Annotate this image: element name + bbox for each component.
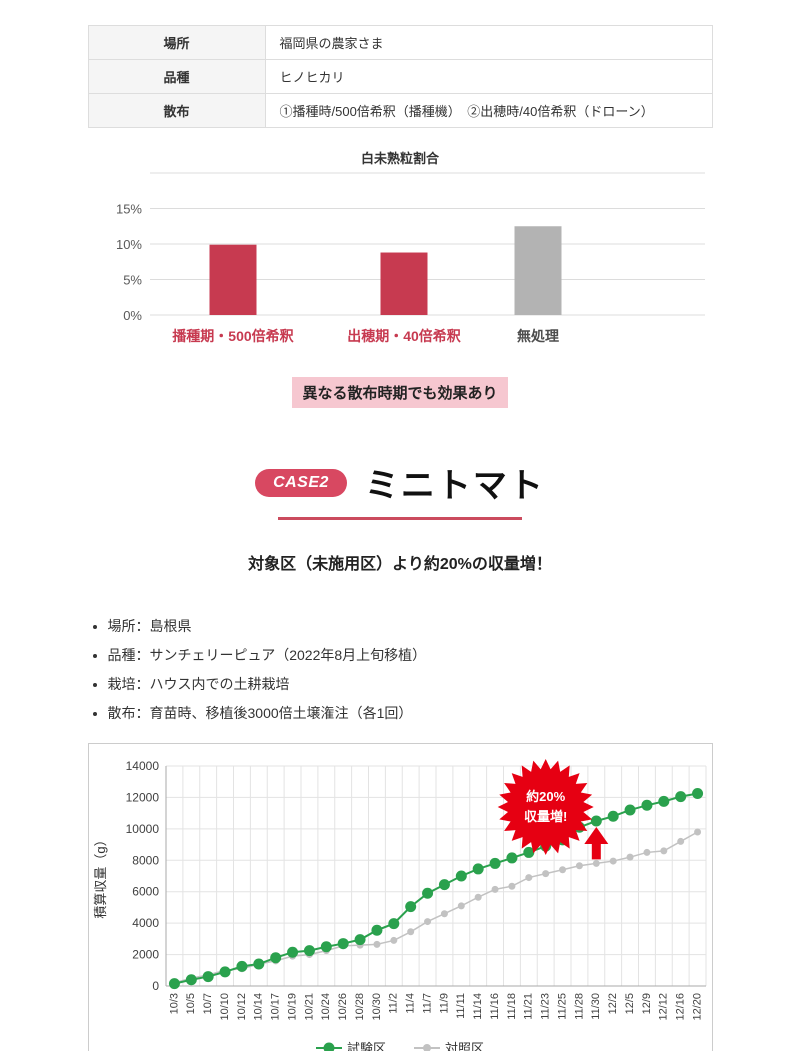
- svg-text:12/20: 12/20: [691, 993, 703, 1021]
- case2-title: ミニトマト: [364, 467, 545, 505]
- legend-label-control: 対照区: [445, 1041, 485, 1051]
- bar-chart-title: 白未熟粒割合: [360, 151, 439, 166]
- svg-text:12/2: 12/2: [607, 993, 619, 1014]
- svg-text:12000: 12000: [125, 790, 159, 804]
- table-row: 散布 ①播種時/500倍希釈（播種機） ②出穂時/40倍希釈（ドローン）: [87, 93, 713, 128]
- svg-text:11/23: 11/23: [539, 993, 551, 1020]
- line-chart: 0 2000 4000 6000 8000 10000 12000 14000 10/3 10/5…: [93, 759, 706, 1021]
- highlight-row: 異なる散布時期でも効果あり: [88, 377, 713, 408]
- svg-text:11/9: 11/9: [438, 993, 450, 1014]
- content-column: 場所 福岡県の農家さま 品種 ヒノヒカリ 散布 ①播種時/500倍希釈（播種機）…: [87, 0, 713, 1051]
- table-row: 場所 福岡県の農家さま: [87, 25, 713, 60]
- svg-text:5%: 5%: [123, 273, 142, 288]
- svg-text:10/12: 10/12: [235, 993, 247, 1021]
- row-label-location: 場所: [87, 25, 266, 60]
- bar-2: [514, 226, 561, 315]
- svg-text:10/17: 10/17: [269, 993, 281, 1021]
- legend-item-test: 試験区: [315, 1038, 386, 1051]
- svg-text:6000: 6000: [132, 885, 159, 899]
- legend-marker-green-icon: [315, 1042, 342, 1051]
- svg-text:10/7: 10/7: [202, 993, 214, 1014]
- svg-text:11/16: 11/16: [488, 993, 500, 1020]
- legend-label-test: 試験区: [346, 1041, 386, 1051]
- svg-text:2000: 2000: [132, 948, 159, 962]
- case2-heading: CASE2 ミニトマト: [88, 458, 713, 507]
- svg-text:8000: 8000: [132, 853, 159, 867]
- list-item: 栽培：ハウス内での土耕栽培: [108, 674, 713, 694]
- svg-text:10/26: 10/26: [337, 993, 349, 1021]
- highlight-note: 異なる散布時期でも効果あり: [292, 377, 508, 408]
- svg-text:11/25: 11/25: [556, 993, 568, 1020]
- svg-text:10/14: 10/14: [252, 993, 264, 1021]
- case1-info-table: 場所 福岡県の農家さま 品種 ヒノヒカリ 散布 ①播種時/500倍希釈（播種機）…: [87, 25, 713, 128]
- svg-text:15%: 15%: [115, 202, 141, 217]
- case2-details-list: 場所：島根県 品種：サンチェリーピュア（2022年8月上旬移植） 栽培：ハウス内…: [92, 616, 713, 723]
- row-value-location: 福岡県の農家さま: [264, 25, 713, 60]
- increase-arrow-icon: [583, 827, 608, 860]
- svg-text:14000: 14000: [125, 759, 159, 773]
- bar-1: [380, 252, 427, 315]
- svg-text:11/7: 11/7: [421, 993, 433, 1014]
- legend-item-control: 対照区: [414, 1038, 484, 1051]
- svg-text:10/21: 10/21: [303, 993, 315, 1021]
- line-chart-box: 0 2000 4000 6000 8000 10000 12000 14000 10/3 10/5…: [87, 743, 713, 1051]
- svg-text:11/28: 11/28: [573, 993, 585, 1020]
- chart-legend: 試験区 対照区: [89, 1034, 712, 1051]
- svg-text:11/18: 11/18: [505, 993, 517, 1020]
- bar-chart: 0% 5% 10% 15% 播種期・500倍希釈 出穂期・40倍希釈 無処理: [115, 172, 705, 344]
- svg-text:10%: 10%: [115, 237, 141, 252]
- svg-text:10/5: 10/5: [185, 993, 197, 1014]
- case2-subtitle: 対象区（未施用区）より約20%の収量増！: [248, 556, 552, 573]
- svg-text:10/24: 10/24: [320, 993, 332, 1021]
- svg-text:10000: 10000: [125, 822, 159, 836]
- bar-category-label: 播種期・500倍希釈: [172, 328, 294, 344]
- bar-category-label: 無処理: [517, 328, 559, 344]
- bar-category-label: 出穂期・40倍希釈: [347, 328, 462, 344]
- list-item: 散布：育苗時、移植後3000倍土壌潅注（各1回）: [108, 703, 713, 723]
- svg-text:12/16: 12/16: [674, 993, 686, 1021]
- svg-text:12/12: 12/12: [657, 993, 669, 1021]
- table-row: 品種 ヒノヒカリ: [87, 59, 713, 94]
- svg-text:11/21: 11/21: [522, 993, 534, 1020]
- legend-marker-gray-icon: [414, 1043, 440, 1051]
- bar-0: [209, 244, 256, 315]
- svg-text:11/14: 11/14: [472, 993, 484, 1020]
- svg-text:10/19: 10/19: [286, 993, 298, 1021]
- row-label-variety: 品種: [87, 59, 266, 94]
- svg-text:10/3: 10/3: [168, 993, 180, 1014]
- starburst-annotation-icon: [497, 759, 594, 855]
- svg-text:10/10: 10/10: [218, 993, 230, 1021]
- svg-text:4000: 4000: [132, 916, 159, 930]
- svg-text:約20%: 約20%: [526, 789, 565, 804]
- svg-text:11/30: 11/30: [590, 993, 602, 1020]
- svg-text:12/5: 12/5: [623, 993, 635, 1014]
- svg-text:11/2: 11/2: [387, 993, 399, 1014]
- svg-text:0: 0: [152, 979, 159, 993]
- svg-text:10/30: 10/30: [370, 993, 382, 1021]
- svg-text:11/11: 11/11: [455, 993, 467, 1019]
- row-value-variety: ヒノヒカリ: [264, 59, 713, 94]
- svg-text:0%: 0%: [123, 308, 142, 323]
- list-item: 品種：サンチェリーピュア（2022年8月上旬移植）: [108, 645, 713, 665]
- heading-divider: [278, 517, 522, 520]
- svg-text:11/4: 11/4: [404, 993, 416, 1014]
- list-item: 場所：島根県: [108, 616, 713, 636]
- row-value-spraying: ①播種時/500倍希釈（播種機） ②出穂時/40倍希釈（ドローン）: [264, 93, 713, 128]
- case2-badge: CASE2: [255, 468, 347, 497]
- svg-text:収量増!: 収量増!: [524, 809, 567, 824]
- svg-text:12/9: 12/9: [640, 993, 652, 1014]
- row-label-spraying: 散布: [87, 93, 266, 128]
- y-axis-label: 積算収量（g）: [93, 833, 108, 918]
- svg-text:10/28: 10/28: [353, 993, 365, 1021]
